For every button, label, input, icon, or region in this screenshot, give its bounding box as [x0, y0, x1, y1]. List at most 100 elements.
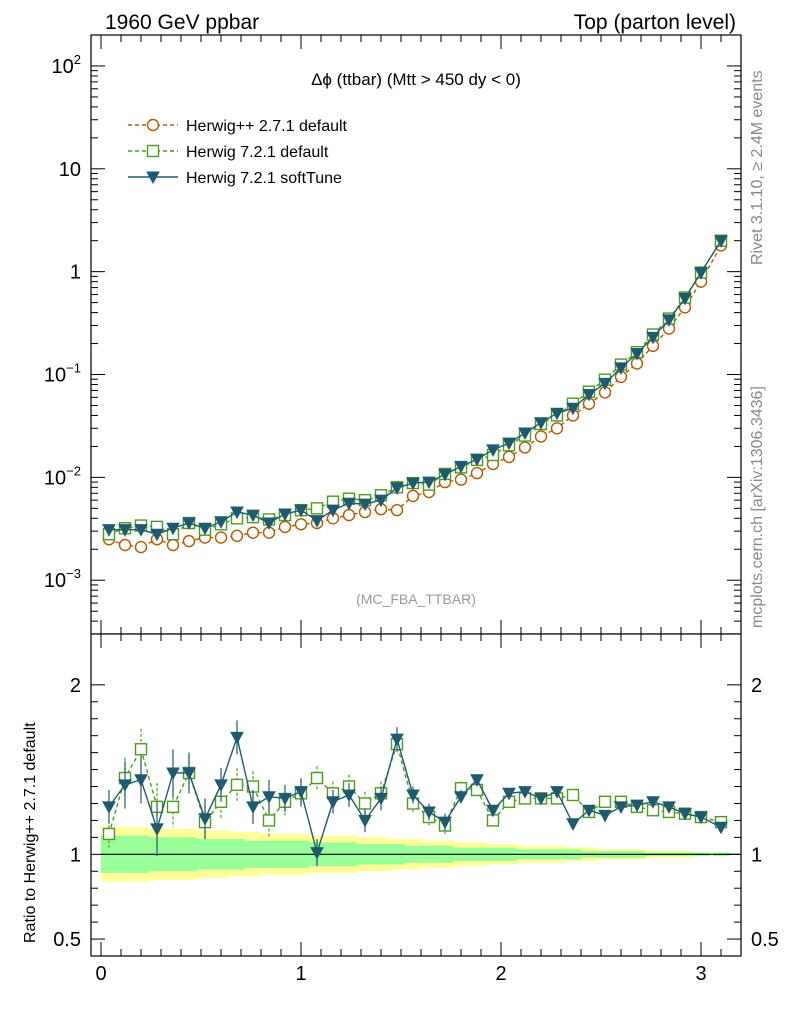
ratio-point — [406, 789, 420, 803]
data-point — [486, 444, 500, 457]
data-point — [422, 476, 436, 490]
data-point — [454, 460, 468, 474]
legend: Herwig++ 2.7.1 default Herwig 7.2.1 defau… — [128, 118, 348, 187]
ratio-point — [278, 792, 292, 806]
ratio-point — [614, 801, 628, 814]
ratio-point — [230, 731, 244, 745]
source-label: mcplots.cern.ch [arXiv:1306.3436] — [749, 386, 766, 628]
data-point — [406, 489, 420, 503]
ratio-frame — [90, 633, 742, 957]
rivet-label: Rivet 3.1.10, ≥ 2.4M events — [749, 70, 766, 265]
ratio-point — [230, 778, 244, 792]
ratio-point — [566, 818, 580, 831]
ratio-point — [598, 809, 612, 823]
ratio-point — [486, 804, 500, 818]
data-point — [518, 441, 532, 454]
data-point — [438, 468, 452, 482]
ratio-point — [166, 767, 180, 781]
ratio-y-tick-label-right: 2 — [751, 675, 762, 697]
data-point — [342, 497, 356, 511]
ratio-panel: 0.5 0.5 1 1 2 2 0 1 2 3 Ratio to Herwig++ 2.7.1 d… — [22, 633, 779, 985]
data-point — [714, 235, 728, 248]
ratio-series-layer — [102, 720, 728, 867]
x-tick-label: 0 — [95, 963, 106, 985]
data-point — [262, 517, 276, 531]
main-axes: 10−3 10−2 10−1 1 10 102 — [44, 34, 741, 635]
data-point — [470, 466, 484, 480]
data-point — [134, 524, 148, 537]
ratio-y-tick-label-right: 0.5 — [751, 929, 779, 951]
y-tick-label: 1 — [70, 262, 81, 284]
ratio-point — [714, 821, 728, 835]
ratio-point — [534, 792, 548, 806]
data-point — [342, 508, 356, 522]
ratio-axes: 0.5 0.5 1 1 2 2 0 1 2 3 — [53, 634, 779, 985]
data-point — [118, 538, 132, 552]
data-point — [182, 517, 196, 531]
data-point — [230, 506, 244, 520]
ratio-point — [598, 795, 612, 808]
ratio-point — [326, 796, 340, 809]
ratio-point — [454, 791, 468, 804]
data-point — [310, 502, 324, 515]
ratio-point — [310, 771, 324, 785]
legend-label: Herwig 7.2.1 default — [186, 144, 329, 161]
data-point — [598, 377, 612, 391]
data-point — [646, 331, 660, 345]
x-tick-label: 1 — [295, 963, 306, 985]
ratio-ylabel: Ratio to Herwig++ 2.7.1 default — [22, 722, 39, 943]
legend-label: Herwig 7.2.1 softTune — [186, 170, 342, 187]
ratio-point — [150, 823, 164, 836]
data-point — [694, 267, 708, 280]
main-panel: 10−3 10−2 10−1 1 10 102 Δϕ (ttbar) (Mtt > 450… — [44, 34, 742, 635]
y-tick-label: 10−3 — [44, 566, 81, 592]
data-point — [246, 526, 260, 539]
data-point — [278, 508, 292, 522]
ratio-point — [646, 796, 660, 809]
ratio-point — [262, 791, 276, 804]
ratio-point — [678, 808, 692, 821]
data-point — [294, 518, 308, 531]
ratio-point — [502, 787, 516, 801]
data-point — [294, 504, 308, 518]
ratio-point — [102, 827, 116, 841]
data-point — [662, 314, 676, 327]
y-tick-label: 10−1 — [44, 361, 81, 387]
data-point — [214, 531, 228, 544]
data-point — [534, 417, 548, 430]
ratio-point — [214, 779, 228, 792]
data-point — [406, 477, 420, 491]
data-point — [278, 520, 292, 534]
data-point — [502, 450, 516, 464]
ratio-point — [630, 799, 644, 813]
header-left: 1960 GeV ppbar — [105, 11, 259, 34]
ratio-point — [182, 767, 196, 781]
data-point — [502, 437, 516, 451]
legend-marker — [146, 144, 160, 158]
data-point — [230, 529, 244, 543]
y-tick-label: 10−2 — [44, 463, 81, 489]
ratio-point — [374, 792, 388, 806]
ratio-y-tick-label: 0.5 — [53, 929, 81, 951]
ratio-point — [470, 774, 484, 787]
y-tick-label: 102 — [52, 52, 81, 78]
ratio-point — [198, 813, 212, 826]
header-right: Top (parton level) — [574, 11, 736, 34]
ratio-point — [310, 847, 324, 860]
ratio-point — [390, 733, 404, 747]
ratio-point — [166, 800, 180, 814]
data-point — [358, 498, 372, 512]
data-point — [150, 528, 164, 542]
data-point — [454, 473, 468, 486]
watermark: (MC_FBA_TTBAR) — [356, 591, 476, 607]
data-point — [310, 515, 324, 528]
ratio-point — [422, 806, 436, 819]
ratio-point — [262, 814, 276, 827]
legend-label: Herwig++ 2.7.1 default — [186, 118, 348, 135]
ratio-point — [118, 779, 132, 792]
ratio-point — [566, 788, 580, 802]
ratio-point — [550, 786, 564, 799]
x-tick-label: 2 — [495, 963, 506, 985]
legend-marker — [146, 118, 160, 132]
